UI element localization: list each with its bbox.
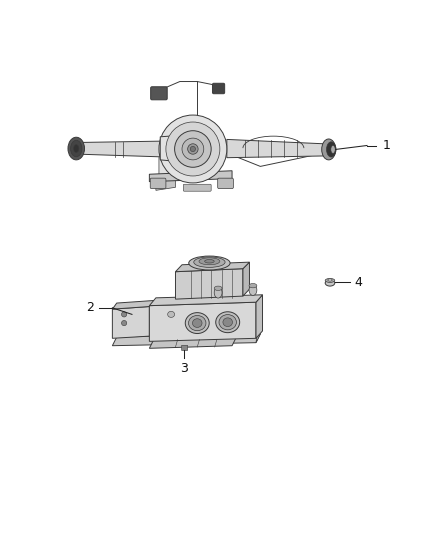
Polygon shape [149,337,237,349]
FancyBboxPatch shape [151,87,167,100]
Ellipse shape [216,312,240,333]
Ellipse shape [74,144,79,152]
Polygon shape [113,306,149,338]
Ellipse shape [188,316,206,330]
Circle shape [187,144,198,154]
Polygon shape [176,262,250,272]
Circle shape [190,147,195,151]
Ellipse shape [328,279,332,281]
Polygon shape [243,262,250,296]
Text: 3: 3 [180,362,188,375]
Ellipse shape [185,313,209,334]
Ellipse shape [71,140,82,157]
Ellipse shape [322,139,336,160]
Circle shape [121,320,127,326]
Ellipse shape [189,256,230,270]
Polygon shape [149,302,256,341]
Polygon shape [156,179,176,190]
Circle shape [166,122,220,176]
Circle shape [182,138,204,160]
Circle shape [159,115,227,183]
Circle shape [175,131,211,167]
Polygon shape [149,295,262,305]
Ellipse shape [219,314,237,330]
Polygon shape [256,324,261,343]
Ellipse shape [192,319,202,327]
Polygon shape [149,171,232,182]
Ellipse shape [331,146,335,154]
Ellipse shape [214,286,222,290]
Polygon shape [113,301,155,309]
Ellipse shape [326,142,336,157]
Text: 2: 2 [86,301,94,314]
Circle shape [121,312,127,317]
FancyBboxPatch shape [212,83,225,94]
Polygon shape [176,269,243,299]
Ellipse shape [194,257,225,268]
FancyBboxPatch shape [218,178,233,189]
Ellipse shape [325,280,335,286]
Ellipse shape [214,287,222,298]
Polygon shape [160,135,184,162]
Polygon shape [256,295,262,338]
Ellipse shape [249,285,257,295]
Text: 4: 4 [354,276,362,289]
Ellipse shape [68,137,85,160]
FancyBboxPatch shape [150,178,166,189]
Polygon shape [80,141,160,157]
Text: 1: 1 [382,139,390,152]
Ellipse shape [199,258,220,265]
Ellipse shape [249,284,257,288]
FancyBboxPatch shape [182,345,187,351]
FancyBboxPatch shape [159,156,187,176]
Ellipse shape [325,278,335,282]
Ellipse shape [223,318,233,327]
Polygon shape [227,140,323,158]
Ellipse shape [205,260,214,263]
FancyBboxPatch shape [184,184,211,191]
Polygon shape [113,334,260,346]
Ellipse shape [168,311,175,318]
